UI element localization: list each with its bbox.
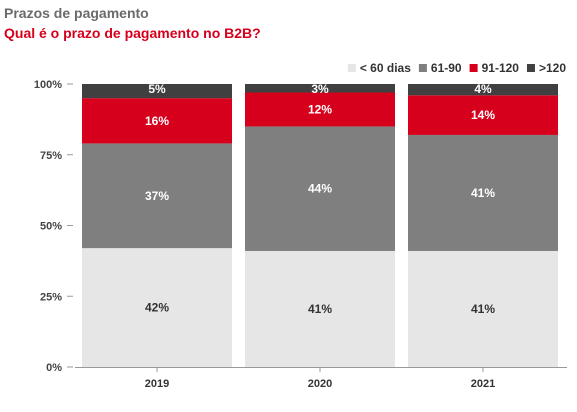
data-label: 42%: [145, 301, 169, 315]
legend-item: 91-120: [469, 61, 520, 75]
chart-title: Prazos de pagamento: [4, 5, 149, 21]
legend-label: >120: [539, 61, 566, 75]
chart-subtitle: Qual é o prazo de pagamento no B2B?: [4, 25, 261, 41]
x-axis: 2019 2020 2021: [75, 367, 567, 390]
data-label: 44%: [308, 182, 332, 196]
bar-segment-2-2: [408, 95, 558, 135]
data-label: 16%: [145, 114, 169, 128]
legend-item: < 60 dias: [347, 61, 411, 75]
bar-segment-0-1: [82, 143, 232, 249]
bars: 42% 37% 16% 5% 41% 44% 12% 3% 41% 41% 14% 4%: [82, 82, 558, 367]
bar-segment-0-3: [82, 84, 232, 99]
data-label: 37%: [145, 189, 169, 203]
legend-swatch: [469, 64, 478, 72]
legend-item: 61-90: [418, 61, 462, 75]
bar-segment-1-0: [245, 250, 395, 367]
bar-segment-2-1: [408, 134, 558, 251]
data-label: 5%: [148, 82, 166, 96]
legend-swatch: [347, 64, 356, 72]
y-tick-label: 75%: [40, 150, 62, 162]
legend-swatch: [526, 64, 535, 72]
x-tick-label: 2021: [471, 378, 495, 390]
y-tick-label: 100%: [34, 79, 62, 91]
legend-label: < 60 dias: [360, 61, 411, 75]
x-tick-label: 2019: [145, 378, 169, 390]
bar-segment-1-3: [245, 84, 395, 93]
y-tick-label: 25%: [40, 291, 62, 303]
data-label: 41%: [471, 186, 495, 200]
bar-segment-2-3: [408, 84, 558, 96]
bar-segment-0-2: [82, 98, 232, 144]
data-label: 12%: [308, 102, 332, 116]
y-axis: 0% 25% 50% 75% 100%: [34, 79, 73, 374]
legend: < 60 dias 61-90 91-120 >120: [347, 61, 566, 75]
legend-label: 61-90: [431, 61, 462, 75]
data-label: 3%: [311, 82, 329, 96]
legend-swatch: [418, 64, 427, 72]
data-label: 41%: [308, 302, 332, 316]
bar-segment-1-1: [245, 126, 395, 251]
data-label: 14%: [471, 108, 495, 122]
legend-label: 91-120: [482, 61, 520, 75]
legend-item: >120: [526, 61, 566, 75]
bar-segment-0-0: [82, 248, 232, 367]
bar-segment-1-2: [245, 92, 395, 127]
bar-segment-2-0: [408, 250, 558, 367]
data-label: 41%: [471, 302, 495, 316]
data-label: 4%: [474, 82, 492, 96]
y-tick-label: 50%: [40, 221, 62, 233]
x-tick-label: 2020: [308, 378, 332, 390]
y-tick-label: 0%: [46, 362, 62, 374]
